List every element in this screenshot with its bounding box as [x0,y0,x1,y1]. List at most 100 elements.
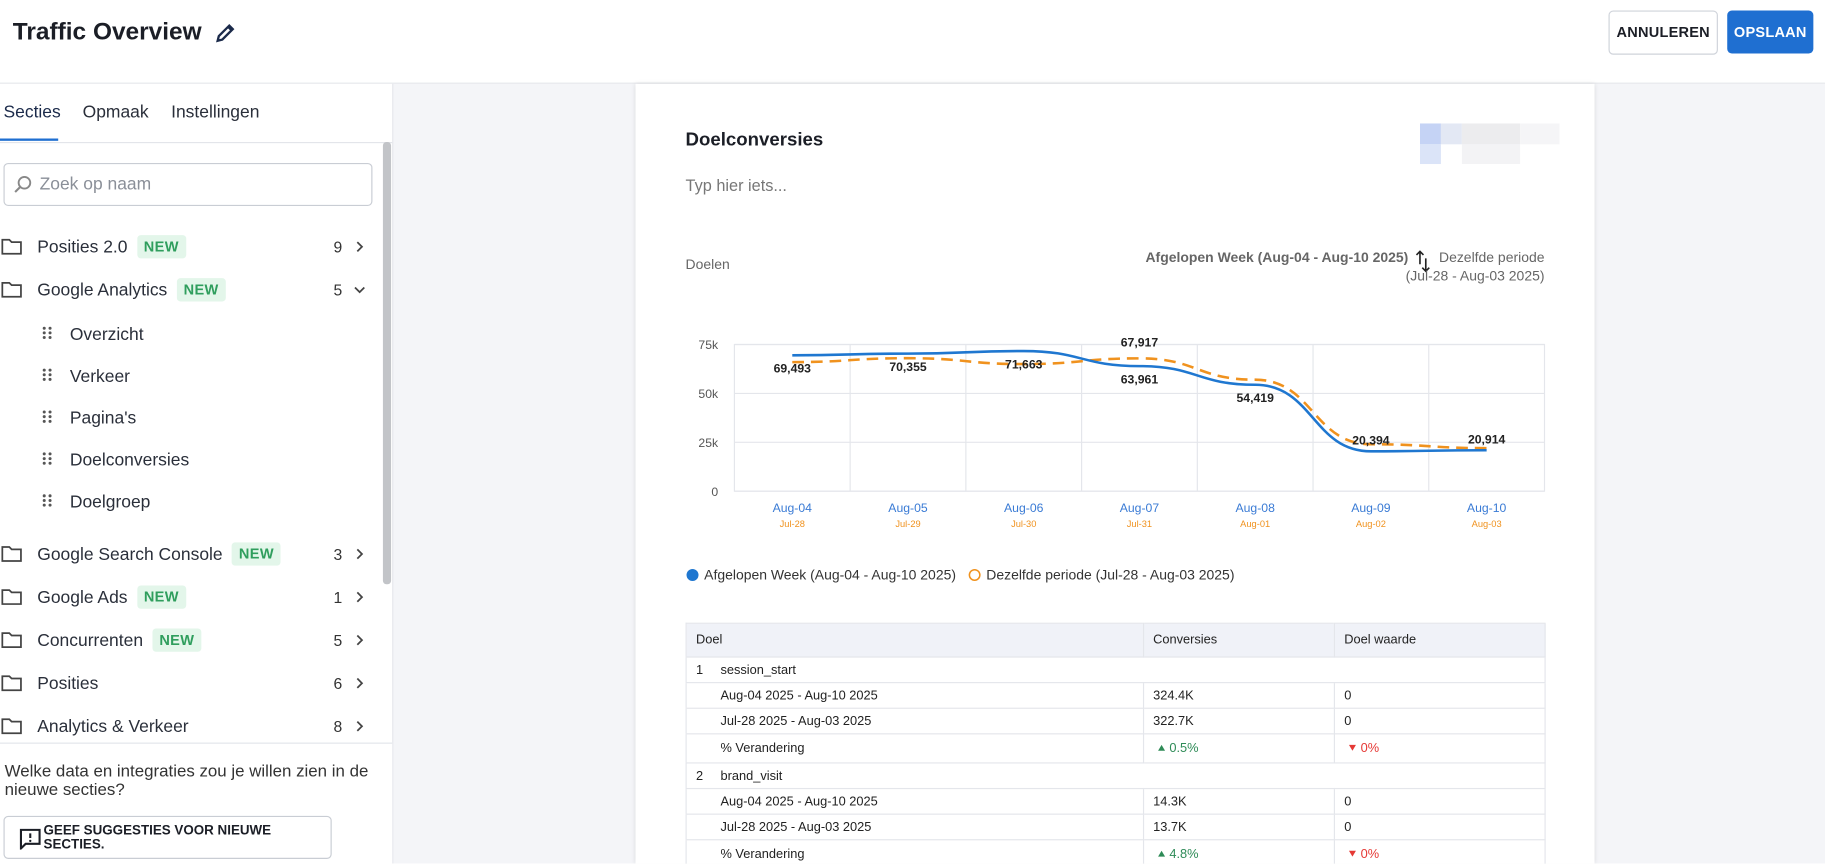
table-cell: 0% [1334,839,1546,864]
goal-cell: 1 session_start [686,657,1546,684]
section-count: 5 [333,281,343,299]
drag-handle [42,326,52,340]
goal-cell: 2 brand_visit [686,762,1546,790]
drag-handle [42,452,52,465]
subsection-row[interactable]: Doelconversies [0,442,384,477]
change-value: 0.5% [1169,741,1199,756]
section-label: Analytics & Verkeer [37,716,189,737]
series-line [792,356,1487,450]
section-count: 8 [333,717,343,736]
chevron [356,634,364,646]
goal-subrow: % Verandering 4.8% 0% [686,839,1546,864]
section-label: Posities [37,673,99,694]
table-header: Conversies [1143,623,1335,658]
section-row[interactable]: Posities 2.0 NEW 9 [0,229,384,264]
folder-icon [1,589,22,605]
cancel-button[interactable]: ANNULEREN [1608,10,1718,55]
suggest-button[interactable]: GEEF SUGGESTIES VOOR NIEUWE SECTIES. [3,815,332,859]
x-tick-label: Aug-10 [1467,501,1507,515]
subsection-row[interactable]: Overzicht [0,317,384,352]
table-cell: 322.7K [1143,708,1335,735]
feedback-icon [19,828,41,850]
new-badge: NEW [231,542,281,566]
table-cell: 13.7K [1143,814,1335,841]
subsection-label: Verkeer [69,366,131,386]
subsection-label: Doelconversies [69,449,190,470]
section-row[interactable]: Analytics & Verkeer 8 [0,709,384,743]
folder-icon [1,546,22,562]
data-label: 70,355 [889,360,927,374]
table-cell: 0 [1334,788,1546,815]
section-row[interactable]: Concurrenten NEW 5 [0,623,384,658]
legend-label: Afgelopen Week (Aug-04 - Aug-10 2025) [704,567,956,583]
cell-text: 322.7K [1153,714,1194,729]
subsection-row[interactable]: Verkeer [0,358,384,393]
folder-icon [1,675,22,692]
goal-name: brand_visit [720,768,783,783]
data-label: 20,394 [1352,433,1390,447]
section-list: Posities 2.0 NEW 9 Google Analytics NEW 5 Over… [0,221,384,742]
cell-text: 0 [1344,688,1352,703]
subsection-row[interactable]: Pagina's [0,400,384,435]
trend-arrow [1348,744,1356,751]
goal-table-wrap: Doel Conversies Doel waarde 1 session_start A… [685,622,1546,864]
section-row[interactable]: Google Search Console NEW 3 [0,537,384,572]
x-tick-label: Aug-09 [1351,501,1391,515]
cell-text: 0 [1344,819,1352,834]
compare-label: Dezelfde periode [1439,249,1545,265]
section-label: Concurrenten [37,630,144,651]
drag-handle [42,410,52,423]
x-tick-label-compare: Jul-29 [895,519,920,529]
tab-indicator [0,138,59,141]
subsection-row[interactable]: Doelgroep [0,484,384,519]
data-label: 67,917 [1121,336,1159,350]
table-cell: 324.4K [1143,682,1335,709]
section-label: Google Ads [37,587,128,607]
x-tick-label: Aug-05 [888,501,928,515]
goal-row: 1 session_start [686,657,1546,684]
table-cell: Jul-28 2025 - Aug-03 2025 [686,708,1144,735]
section-row[interactable]: Google Analytics NEW 5 [0,272,384,307]
legend-label: Dezelfde periode (Jul-28 - Aug-03 2025) [986,567,1234,583]
card-text-placeholder[interactable]: Typ hier iets... [685,175,787,195]
cell-text: 14.3K [1153,794,1187,809]
tab[interactable]: Secties [3,102,61,123]
section-row[interactable]: Google Ads NEW 1 [0,580,384,615]
data-label: 69,493 [774,362,812,376]
cell-text: % Verandering [720,741,805,756]
goal-index: 1 [696,662,704,677]
save-button[interactable]: OPSLAAN [1727,10,1814,54]
change-value: 0% [1360,741,1380,756]
chart: Doelen Afgelopen Week (Aug-04 - Aug-10 20… [686,249,1546,583]
table-cell: Aug-04 2025 - Aug-10 2025 [686,788,1144,815]
scrollbar [382,141,392,585]
tab[interactable]: Instellingen [171,102,260,123]
chevron [356,548,364,560]
section-label: Posities 2.0 [37,236,128,257]
tab[interactable]: Opmaak [82,102,149,123]
table-cell: 0% [1334,733,1546,764]
legend-marker [968,568,981,581]
cell-text: Jul-28 2025 - Aug-03 2025 [720,819,872,834]
chevron [354,286,365,294]
top-bar [0,0,1825,84]
trend-arrow [1157,850,1165,857]
x-tick-label-compare: Jul-30 [1011,519,1036,529]
section-row[interactable]: Posities 6 [0,666,384,701]
folder-icon [1,632,22,649]
tab-bar: Secties Opmaak Instellingen [0,84,393,144]
legend-marker [686,568,699,581]
x-tick-label: Aug-04 [773,501,813,515]
x-tick-label: Aug-07 [1120,501,1160,515]
cell-text: Aug-04 2025 - Aug-10 2025 [720,794,878,809]
folder-icon [1,281,22,298]
data-label: 54,419 [1236,391,1274,405]
table-cell: 0 [1334,682,1546,709]
drag-handle [42,494,52,507]
goal-table: Doel Conversies Doel waarde 1 session_start A… [685,622,1546,864]
data-label: 63,961 [1121,373,1159,387]
search-box[interactable]: Zoek op naam [3,162,373,207]
edit-icon[interactable] [214,21,237,44]
sidebar [0,83,394,864]
data-label: 20,914 [1468,432,1506,446]
